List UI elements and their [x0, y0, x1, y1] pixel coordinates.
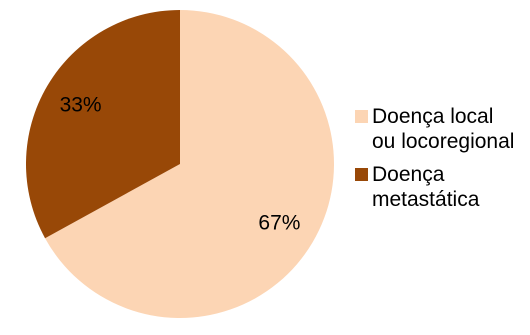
slice-local	[45, 10, 335, 318]
legend-item-metastatic: Doença metastática	[355, 162, 527, 212]
slices	[26, 10, 335, 318]
legend-item-local: Doença local ou locoregional	[355, 104, 527, 154]
data-label-local: 67%	[258, 211, 300, 234]
legend: Doença local ou locoregional Doença meta…	[355, 104, 527, 220]
legend-swatch-metastatic	[355, 168, 368, 181]
data-labels: 67% 33%	[60, 94, 301, 235]
legend-label-metastatic: Doença metastática	[372, 163, 480, 211]
legend-swatch-local	[355, 110, 368, 123]
legend-label-local: Doença local ou locoregional	[372, 105, 515, 153]
slice-metastatic	[26, 10, 181, 239]
data-label-metastatic: 33%	[60, 94, 102, 117]
